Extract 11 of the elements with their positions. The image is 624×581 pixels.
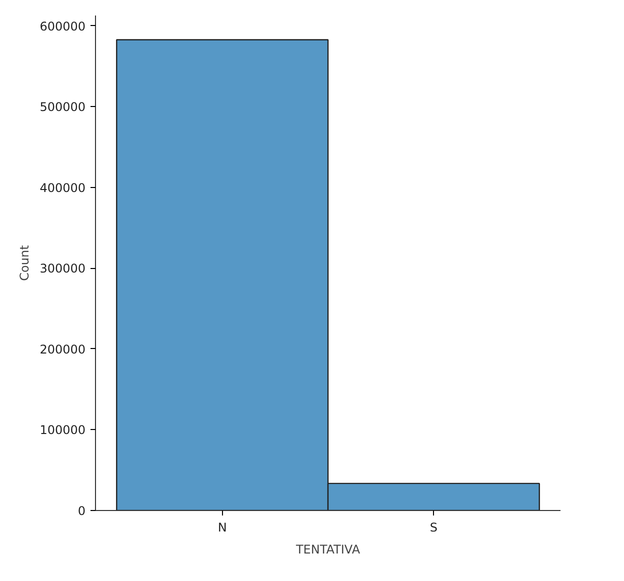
x-tick-label: N (218, 520, 227, 534)
y-tick-label: 600000 (40, 20, 86, 34)
y-tick-label: 100000 (40, 423, 86, 438)
y-tick-label: 500000 (40, 100, 86, 114)
x-axis-title: TENTATIVA (294, 542, 361, 556)
x-tick-label: S (430, 520, 438, 534)
y-axis-title: Count (18, 244, 32, 281)
y-tick-label: 200000 (40, 342, 86, 356)
y-tick-label: 300000 (40, 262, 86, 276)
y-tick-label: 0 (78, 504, 86, 518)
y-tick-label: 400000 (40, 181, 86, 195)
